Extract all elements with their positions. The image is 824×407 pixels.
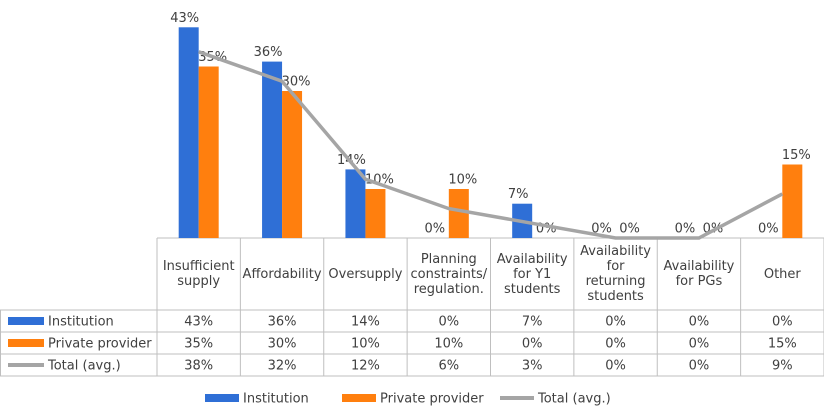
bar [262, 61, 283, 238]
table-cell: 6% [439, 359, 460, 374]
table-cell: 0% [522, 337, 543, 352]
data-label: 0% [425, 222, 446, 237]
table-cell: 9% [772, 359, 793, 374]
data-label: 36% [254, 45, 283, 60]
data-label: 10% [448, 173, 477, 188]
bar [282, 91, 303, 238]
data-label: 0% [758, 222, 779, 237]
table-cell: 0% [605, 315, 626, 330]
bar [448, 189, 469, 238]
x-tick-label: Availability for Y1 students [496, 251, 568, 297]
line [198, 50, 784, 240]
x-tick-label: Planning constraints/ regulation. [410, 251, 488, 297]
x-tick-label: Affordability [242, 266, 322, 282]
category-cell: Affordability [242, 266, 322, 282]
table-cell: 35% [184, 337, 213, 352]
table-cell: 38% [184, 359, 213, 374]
data-label: 43% [170, 11, 199, 26]
table-cell: 3% [522, 359, 543, 374]
table-cell: 0% [689, 359, 710, 374]
category-cell: Availability for PGs [663, 259, 735, 289]
category-cell: Insufficient supply [162, 259, 235, 289]
x-tick-label: Other [763, 266, 801, 282]
table-cell: 0% [772, 315, 793, 330]
x-tick-label: Availability for PGs [663, 259, 735, 289]
x-tick-label: Oversupply [328, 266, 403, 282]
table-cell: 43% [184, 315, 213, 330]
table-cell: 0% [689, 315, 710, 330]
bar [365, 189, 386, 238]
bar [782, 164, 803, 238]
table-cell: 0% [689, 337, 710, 352]
table-cell: 7% [522, 315, 543, 330]
category-cell: Availability for Y1 students [496, 251, 568, 297]
legend-key [342, 394, 376, 402]
x-tick-label: Availability for returning students [580, 244, 651, 304]
table-cell: 0% [605, 337, 626, 352]
bar [345, 169, 366, 238]
legend-key [205, 394, 239, 402]
legend-key [8, 317, 44, 325]
legend-key [8, 339, 44, 347]
x-tick-label: Insufficient supply [162, 259, 235, 289]
data-label: 0% [675, 222, 696, 237]
data-label: 0% [591, 222, 612, 237]
bar [178, 27, 199, 238]
table-cell: 0% [439, 315, 460, 330]
data-label: 15% [782, 148, 811, 163]
row-label: Private provider [48, 337, 152, 352]
row-label: Total (avg.) [47, 359, 121, 374]
table-cell: 10% [434, 337, 463, 352]
table-cell: 0% [605, 359, 626, 374]
table-cell: 36% [268, 315, 297, 330]
data-label: 30% [282, 75, 311, 90]
row-label: Institution [48, 315, 114, 330]
data-label: 10% [365, 173, 394, 188]
category-cell: Availability for returning students [580, 244, 651, 304]
category-cell: Oversupply [328, 266, 403, 282]
table-cell: 14% [351, 315, 380, 330]
table-cell: 30% [268, 337, 297, 352]
category-cell: Planning constraints/ regulation. [410, 251, 488, 297]
bar [198, 66, 219, 238]
category-cell: Other [763, 266, 801, 282]
table-cell: 12% [351, 359, 380, 374]
table-cell: 10% [351, 337, 380, 352]
legend-label: Private provider [380, 392, 484, 407]
table-cell: 32% [268, 359, 297, 374]
table-cell: 15% [768, 337, 797, 352]
legend-label: Total (avg.) [537, 392, 611, 407]
data-label: 0% [619, 222, 640, 237]
legend-label: Institution [243, 392, 309, 407]
data-label: 7% [508, 187, 529, 202]
